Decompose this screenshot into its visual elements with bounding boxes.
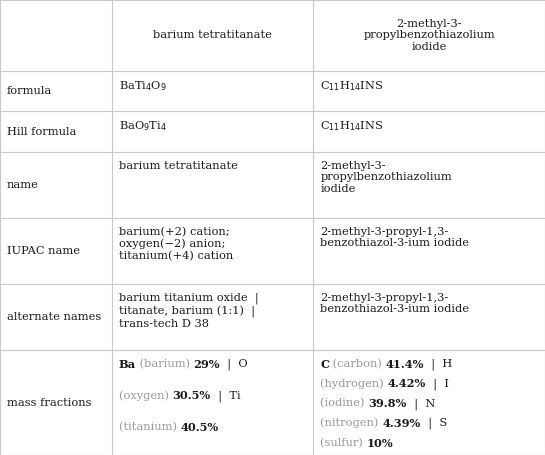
Text: (barium): (barium) — [136, 359, 193, 369]
Text: IUPAC name: IUPAC name — [7, 247, 80, 256]
Text: barium titanium oxide  |
titanate, barium (1:1)  |
trans-tech D 38: barium titanium oxide | titanate, barium… — [119, 293, 258, 329]
Text: 10%: 10% — [367, 438, 393, 449]
Text: barium tetratitanate: barium tetratitanate — [119, 161, 238, 171]
Text: |  S: | S — [421, 418, 447, 429]
Text: 4.39%: 4.39% — [383, 418, 421, 429]
Text: 2-methyl-3-propyl-1,3-
benzothiazol-3-ium iodide: 2-methyl-3-propyl-1,3- benzothiazol-3-iu… — [320, 227, 469, 248]
Text: barium tetratitanate: barium tetratitanate — [153, 30, 272, 40]
Text: 2-methyl-3-
propylbenzothiazolium
iodide: 2-methyl-3- propylbenzothiazolium iodide — [320, 161, 452, 194]
Text: 40.5%: 40.5% — [180, 422, 219, 433]
Text: barium(+2) cation;
oxygen(−2) anion;
titanium(+4) cation: barium(+2) cation; oxygen(−2) anion; tit… — [119, 227, 233, 261]
Text: |  I: | I — [426, 378, 449, 390]
Text: (titanium): (titanium) — [119, 422, 180, 432]
Text: Hill formula: Hill formula — [7, 127, 76, 137]
Text: 30.5%: 30.5% — [172, 390, 210, 401]
Text: (iodine): (iodine) — [320, 398, 368, 408]
Text: |  H: | H — [425, 359, 452, 370]
Text: C$_{11}$H$_{14}$INS: C$_{11}$H$_{14}$INS — [320, 79, 384, 92]
Text: (carbon): (carbon) — [330, 359, 386, 369]
Text: 41.4%: 41.4% — [386, 359, 425, 369]
Text: (hydrogen): (hydrogen) — [320, 378, 388, 389]
Text: |  N: | N — [407, 398, 435, 410]
Text: name: name — [7, 181, 39, 190]
Text: |  Ti: | Ti — [210, 390, 240, 402]
Text: C: C — [320, 359, 330, 369]
Text: (oxygen): (oxygen) — [119, 390, 172, 401]
Text: 2-methyl-3-propyl-1,3-
benzothiazol-3-ium iodide: 2-methyl-3-propyl-1,3- benzothiazol-3-iu… — [320, 293, 469, 314]
Text: BaTi$_4$O$_9$: BaTi$_4$O$_9$ — [119, 79, 167, 92]
Text: 39.8%: 39.8% — [368, 398, 407, 409]
Text: alternate names: alternate names — [7, 313, 101, 322]
Text: 29%: 29% — [193, 359, 220, 369]
Text: (nitrogen): (nitrogen) — [320, 418, 383, 428]
Text: Ba: Ba — [119, 359, 136, 369]
Text: (sulfur): (sulfur) — [320, 438, 367, 448]
Text: BaO$_9$Ti$_4$: BaO$_9$Ti$_4$ — [119, 120, 167, 133]
Text: |  O: | O — [220, 359, 248, 370]
Text: 2-methyl-3-
propylbenzothiazolium
iodide: 2-methyl-3- propylbenzothiazolium iodide — [364, 19, 495, 52]
Text: C$_{11}$H$_{14}$INS: C$_{11}$H$_{14}$INS — [320, 120, 384, 133]
Text: mass fractions: mass fractions — [7, 398, 92, 408]
Text: 4.42%: 4.42% — [388, 378, 426, 389]
Text: formula: formula — [7, 86, 52, 96]
